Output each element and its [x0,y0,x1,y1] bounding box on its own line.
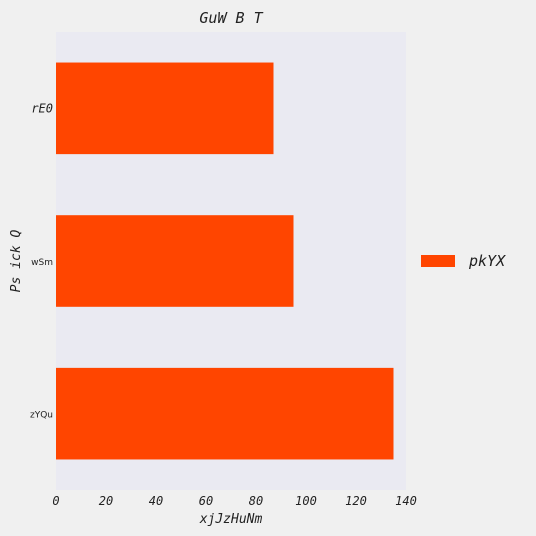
y-tick-label-rE0: rE0 [31,101,53,115]
y-tick-labels: rE0 wSm zYQu [30,101,53,420]
x-tick-label-120: 120 [345,494,367,508]
y-tick-label-wSm: wSm [31,258,53,268]
x-tick-label-20: 20 [99,494,113,508]
y-tick-label-zYQu: zYQu [30,411,53,421]
x-tick-label-80: 80 [249,494,263,508]
bar-rE0 [56,62,274,155]
x-tick-label-140: 140 [395,494,417,508]
x-tick-label-60: 60 [199,494,213,508]
legend-swatch-pkYX [421,255,455,267]
x-axis-label: xjJzHuNm [199,512,263,527]
bar-zYQu [56,367,394,460]
x-tick-label-0: 0 [52,494,59,508]
x-tick-labels: 0 20 40 60 80 100 120 140 [52,494,416,508]
x-tick-label-40: 40 [149,494,163,508]
bar-wSm [56,215,294,307]
legend-label-pkYX: pkYX [468,252,506,270]
chart-title: GuW B T [199,9,263,27]
bars-layer [56,62,394,460]
x-tick-label-100: 100 [295,494,317,508]
legend: pkYX [421,252,506,270]
y-axis-label: Ps ick Q [9,230,24,293]
